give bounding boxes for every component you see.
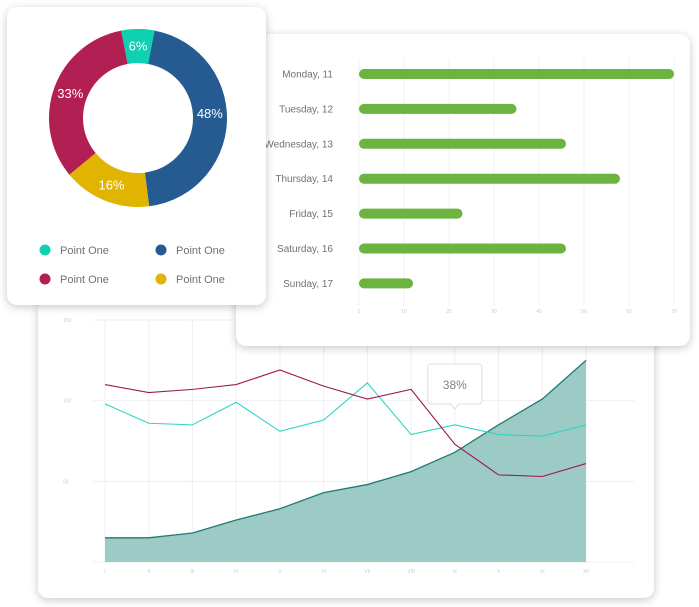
bar (359, 103, 517, 114)
x-tick-label: IX (452, 569, 457, 575)
legend-label: Point One (60, 274, 109, 286)
legend-swatch (39, 273, 51, 285)
tooltip: 38% (427, 363, 483, 410)
x-tick-label: 50 (581, 309, 587, 315)
slice-label: 33% (57, 86, 83, 101)
x-tick-label: 10 (401, 309, 407, 315)
legend-label: Point One (176, 245, 225, 257)
slice-label: 48% (197, 106, 223, 121)
legend-label: Point One (176, 274, 225, 286)
bar (359, 208, 463, 219)
donut-slice (121, 28, 155, 64)
tooltip-text: 38% (443, 378, 467, 392)
x-tick-label: 40 (536, 309, 542, 315)
bar-chart-card: 0 10 20 30 40 50 60 70 Monday, 11 Tuesday, 12 Wedn… (236, 34, 690, 346)
x-tick-label: 70 (671, 309, 677, 315)
legend-label: Point One (60, 245, 109, 257)
day-label: Thursday, 14 (275, 174, 333, 185)
area-series-line (105, 359, 587, 539)
x-tick-label: X (497, 569, 501, 575)
legend-item: Point One (155, 273, 225, 286)
x-tick-label: XI (540, 569, 545, 575)
area-series-fill (105, 360, 586, 562)
day-label: Friday, 15 (289, 209, 333, 220)
line-area-chart-card: 50 100 150 I II III IV V VI VII VIII IX X XI XII 38% (38, 300, 654, 598)
x-tick-label: II (147, 569, 150, 575)
legend-swatch (155, 244, 167, 256)
y-tick-label: 50 (63, 479, 69, 485)
x-tick-label: XII (583, 569, 589, 575)
line-series-2 (104, 369, 587, 478)
bar (359, 138, 566, 149)
day-label: Saturday, 16 (277, 244, 333, 255)
bar (359, 69, 674, 79)
donut-slice (138, 29, 228, 207)
x-tick-label: IV (234, 569, 239, 575)
day-label: Wednesday, 13 (264, 139, 333, 150)
legend-swatch (155, 273, 167, 285)
legend-item: Point One (39, 244, 109, 257)
day-label: Sunday, 17 (283, 279, 333, 290)
x-tick-label: VII (364, 569, 370, 575)
x-tick-label: V (278, 569, 282, 575)
legend-item: Point One (155, 244, 225, 257)
y-tick-label: 100 (63, 399, 72, 405)
x-tick-label: III (190, 569, 194, 575)
x-tick-label: 60 (626, 309, 632, 315)
x-tick-label: 0 (358, 309, 361, 315)
donut-chart: 48% 16% 33% 6% Point One Point One Point One Po… (39, 28, 228, 286)
bar (359, 243, 566, 254)
legend-item: Point One (39, 273, 109, 286)
donut-slice (48, 30, 128, 175)
line-series-1 (104, 382, 587, 437)
slice-label: 6% (129, 39, 148, 54)
y-tick-label: 150 (63, 318, 72, 324)
bar (359, 278, 413, 289)
bar-chart: 0 10 20 30 40 50 60 70 Monday, 11 Tuesday, 12 Wedn… (264, 58, 677, 315)
donut-slice (69, 153, 150, 207)
x-tick-label: I (104, 569, 105, 575)
bar (359, 173, 620, 184)
x-tick-label: 20 (446, 309, 452, 315)
x-tick-label: VI (321, 569, 326, 575)
tooltip-box (427, 363, 483, 410)
donut-chart-card: 48% 16% 33% 6% Point One Point One Point One Po… (7, 7, 266, 305)
legend-swatch (39, 244, 51, 256)
day-label: Tuesday, 12 (279, 104, 333, 115)
x-tick-label: VIII (407, 569, 415, 575)
day-label: Monday, 11 (282, 70, 333, 81)
x-tick-label: 30 (491, 309, 497, 315)
slice-label: 16% (98, 177, 124, 192)
